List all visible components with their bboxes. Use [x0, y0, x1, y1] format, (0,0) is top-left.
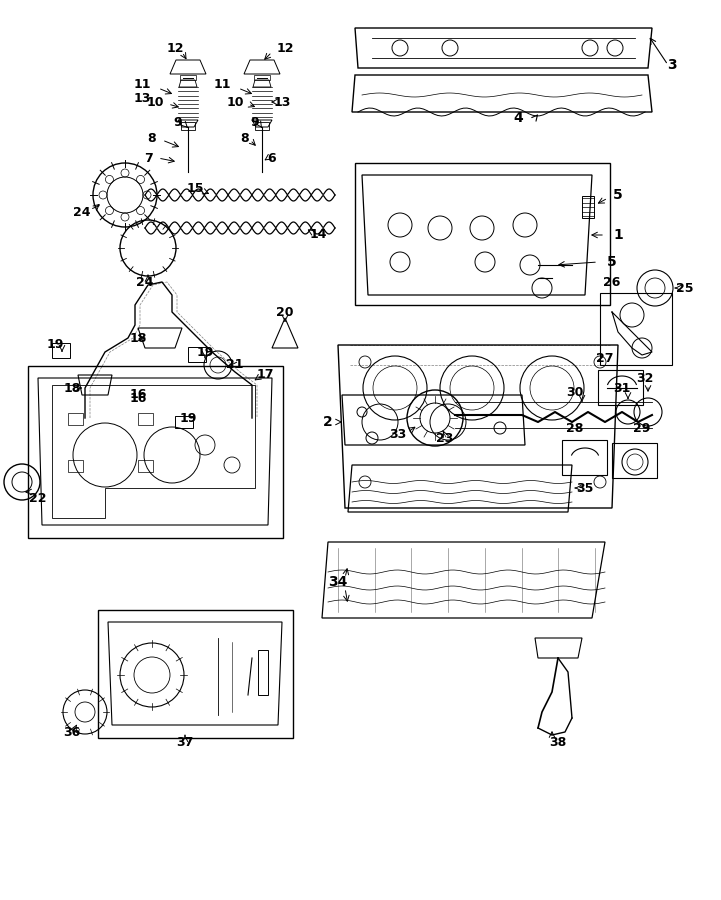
- Text: 4: 4: [513, 111, 523, 125]
- Text: 14: 14: [309, 229, 327, 241]
- Text: 19: 19: [196, 346, 213, 358]
- Text: 12: 12: [167, 41, 184, 55]
- Text: 36: 36: [63, 725, 81, 739]
- Text: 21: 21: [226, 358, 244, 372]
- Text: 25: 25: [676, 282, 694, 294]
- Bar: [52, 343, 70, 358]
- Text: 24: 24: [74, 205, 91, 219]
- Text: 19: 19: [46, 338, 63, 352]
- Text: 18: 18: [63, 382, 81, 394]
- Text: 10: 10: [226, 95, 244, 109]
- Bar: [180, 75, 196, 80]
- Text: 33: 33: [389, 428, 407, 442]
- Text: 19: 19: [180, 411, 197, 425]
- Text: 27: 27: [596, 352, 614, 365]
- Text: 8: 8: [148, 131, 156, 145]
- Bar: [181, 122, 195, 130]
- Bar: [582, 196, 594, 218]
- Bar: [28, 366, 283, 538]
- Bar: [600, 293, 672, 365]
- Bar: [254, 75, 270, 80]
- Text: 38: 38: [549, 735, 567, 749]
- Bar: [98, 610, 293, 738]
- Bar: [598, 370, 643, 405]
- Bar: [255, 122, 269, 130]
- Text: 26: 26: [603, 275, 621, 289]
- Bar: [258, 650, 268, 695]
- Text: 9: 9: [174, 115, 182, 129]
- Text: 7: 7: [143, 151, 152, 165]
- Bar: [612, 443, 657, 478]
- Text: 13: 13: [133, 92, 151, 104]
- Text: 30: 30: [566, 385, 584, 399]
- Text: 22: 22: [30, 491, 47, 505]
- Text: 31: 31: [614, 382, 631, 394]
- Text: 37: 37: [177, 735, 194, 749]
- Text: 6: 6: [267, 151, 276, 165]
- Text: 16: 16: [129, 389, 146, 401]
- Text: 5: 5: [607, 255, 617, 269]
- Bar: [138, 413, 153, 425]
- Text: 16: 16: [129, 392, 146, 404]
- Text: 3: 3: [667, 58, 677, 72]
- Text: 2: 2: [323, 415, 333, 429]
- Text: 5: 5: [613, 188, 623, 202]
- Text: 17: 17: [256, 368, 274, 382]
- Bar: [175, 416, 193, 428]
- Text: 18: 18: [129, 331, 146, 345]
- Text: 10: 10: [146, 95, 164, 109]
- Bar: [562, 440, 607, 475]
- Bar: [68, 460, 83, 472]
- Bar: [355, 163, 610, 305]
- Text: 11: 11: [213, 78, 231, 92]
- Text: 13: 13: [273, 95, 291, 109]
- Text: 24: 24: [136, 275, 154, 289]
- Text: 15: 15: [186, 182, 204, 194]
- Text: 35: 35: [576, 482, 593, 494]
- Text: 23: 23: [436, 431, 454, 445]
- Text: 12: 12: [276, 41, 293, 55]
- Text: 8: 8: [241, 131, 249, 145]
- Text: 32: 32: [637, 372, 654, 384]
- Text: 20: 20: [276, 305, 293, 319]
- Text: 1: 1: [613, 228, 623, 242]
- Text: 34: 34: [328, 575, 348, 589]
- Text: 28: 28: [566, 421, 584, 435]
- Bar: [138, 460, 153, 472]
- Text: 9: 9: [251, 115, 260, 129]
- Text: 29: 29: [633, 421, 650, 435]
- Bar: [68, 413, 83, 425]
- Text: 11: 11: [133, 78, 151, 92]
- Bar: [188, 347, 206, 362]
